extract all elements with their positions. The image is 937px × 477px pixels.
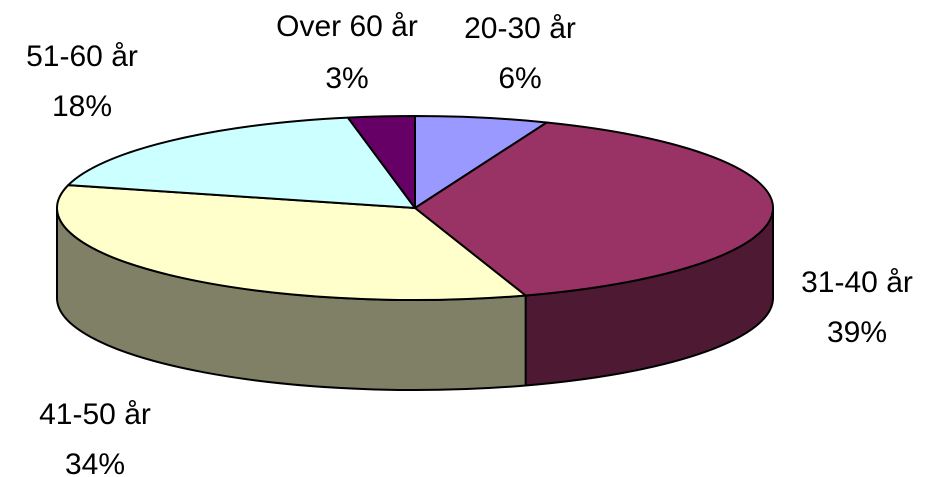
- slice-percent-label: 34%: [65, 448, 125, 477]
- slice-label-1: 31-40 år 39%: [801, 266, 913, 349]
- slice-percent-label: 39%: [827, 316, 887, 349]
- slice-label-3: 51-60 år 18%: [26, 40, 138, 123]
- slice-label-4: Over 60 år 3%: [276, 10, 418, 95]
- pie-labels: 20-30 år 6% 31-40 år 39% 41-50 år 34% 51-60 år…: [26, 10, 913, 477]
- pie-slice-0: [414, 115, 548, 209]
- pie-slice-3: [67, 116, 416, 209]
- slice-label-2: 41-50 år 34%: [39, 398, 151, 477]
- slice-percent-label: 3%: [325, 62, 368, 95]
- slice-category-label: 31-40 år: [801, 266, 913, 299]
- slice-percent-label: 18%: [52, 90, 112, 123]
- slice-category-label: 20-30 år: [464, 12, 576, 45]
- slice-category-label: 41-50 år: [39, 398, 151, 431]
- pie-slice-1: [414, 121, 774, 297]
- slice-category-label: Over 60 år: [276, 10, 418, 43]
- slice-percent-label: 6%: [498, 62, 541, 95]
- pie-slice-2: [56, 184, 527, 301]
- pie-slice-4: [346, 115, 416, 209]
- pie-tops: [56, 115, 774, 301]
- slice-category-label: 51-60 år: [26, 40, 138, 73]
- slice-label-0: 20-30 år 6%: [464, 12, 576, 95]
